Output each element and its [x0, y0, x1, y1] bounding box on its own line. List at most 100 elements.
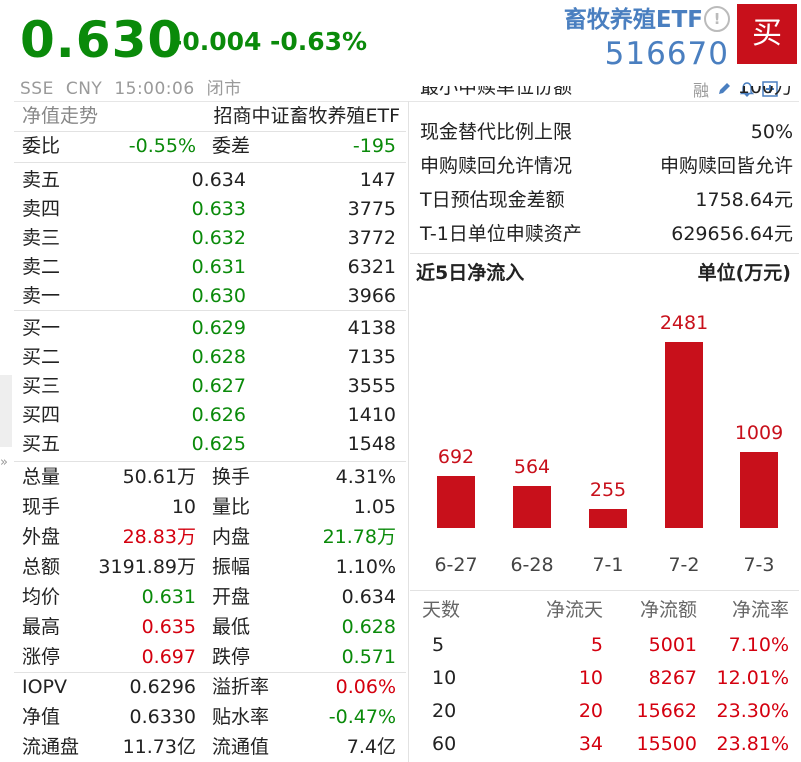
info-row: 申购赎回允许情况 申购赎回皆允许 [420, 150, 793, 182]
flow-bar-date-label: 7-2 [668, 554, 700, 576]
stat-label: 量比 [212, 496, 251, 518]
flow-bar [740, 452, 778, 528]
ask-level-volume: 6321 [347, 256, 396, 278]
flow-amount: 5001 [648, 634, 697, 656]
bid-level-row: 买四 0.626 1410 [14, 401, 406, 430]
quote-time: 15:00:06 [114, 79, 195, 99]
stat-label: 振幅 [212, 556, 251, 578]
info-label: 最小申赎单位份额 [420, 86, 573, 98]
stat-value: 4.31% [335, 466, 396, 488]
flow-table-row: 60 34 15500 23.81% [420, 729, 793, 759]
price-change-percent: -0.63% [270, 27, 368, 56]
flow-rate: 23.30% [716, 700, 789, 722]
market-status: 闭市 [206, 79, 242, 99]
stat-value: 10 [171, 496, 196, 518]
bell-icon[interactable] [739, 81, 755, 97]
weicha-value: -195 [352, 135, 396, 157]
stat-value: 21.78万 [322, 526, 396, 548]
side-collapse-tab[interactable] [0, 375, 12, 447]
ask-level-label: 卖三 [22, 227, 61, 249]
bid-level-volume: 7135 [347, 346, 396, 368]
bid-level-price: 0.626 [191, 404, 246, 426]
col-header-rate: 净流率 [731, 599, 789, 621]
order-ratio-row: 委比 -0.55% 委差 -195 [14, 132, 406, 161]
stat-value: 0.635 [141, 616, 196, 638]
stat-label: 净值 [22, 706, 61, 728]
stat-value: 11.73亿 [122, 736, 196, 758]
ask-level-label: 卖二 [22, 256, 61, 278]
stat-value: 28.83万 [122, 526, 196, 548]
flow-days-period: 10 [432, 667, 457, 689]
stat-value: 0.631 [141, 586, 196, 608]
weibi-label: 委比 [22, 135, 61, 157]
nav-trend-link[interactable]: 净值走势 [22, 105, 99, 127]
bid-level-row: 买二 0.628 7135 [14, 343, 406, 372]
flow-amount: 8267 [648, 667, 697, 689]
ask-level-row: 卖五 0.634 147 [14, 166, 406, 195]
info-row: 现金替代比例上限 50% [420, 116, 793, 148]
ask-level-price: 0.631 [191, 256, 246, 278]
col-header-flow-days: 净流天 [545, 599, 603, 621]
flow-bar-value-label: 255 [589, 479, 627, 501]
stat-value: 0.6296 [129, 676, 196, 698]
flow-table-row: 20 20 15662 23.30% [420, 696, 793, 726]
flow-rate: 7.10% [728, 634, 789, 656]
stat-value: 0.06% [335, 676, 396, 698]
flow-bar-value-label: 2481 [659, 312, 709, 334]
bid-level-volume: 1410 [347, 404, 396, 426]
flow-bar [513, 486, 551, 528]
flow-bar-value-label: 564 [513, 456, 551, 478]
info-row: T-1日单位申赎资产 629656.64元 [420, 218, 793, 250]
stat-label: 外盘 [22, 526, 61, 548]
flow-bar-value-label: 692 [437, 446, 475, 468]
col-header-days: 天数 [422, 599, 461, 621]
stat-value: 1.05 [353, 496, 396, 518]
flow-table-row: 5 5 5001 7.10% [420, 630, 793, 660]
ask-level-row: 卖三 0.632 3772 [14, 224, 406, 253]
flow-amount: 15662 [636, 700, 697, 722]
stat-label: 最低 [212, 616, 251, 638]
buy-button[interactable]: 买 [737, 4, 797, 64]
ask-level-volume: 3775 [347, 198, 396, 220]
flow-table-row: 10 10 8267 12.01% [420, 663, 793, 693]
ask-level-price: 0.633 [191, 198, 246, 220]
bid-level-row: 买五 0.625 1548 [14, 430, 406, 459]
stat-label: 现手 [22, 496, 61, 518]
flow-bar-date-label: 6-28 [510, 554, 554, 576]
stat-label: 总额 [22, 556, 61, 578]
flow-days-count: 5 [590, 634, 603, 656]
stat-label: 贴水率 [212, 706, 270, 728]
expand-arrow-icon[interactable]: » [0, 455, 8, 470]
flow-bar-date-label: 7-1 [592, 554, 624, 576]
stat-row: 外盘 28.83万 内盘 21.78万 [14, 523, 406, 552]
stat-row: 现手 10 量比 1.05 [14, 493, 406, 522]
bid-level-label: 买一 [22, 317, 61, 339]
flow-rate: 12.01% [716, 667, 789, 689]
bid-level-label: 买五 [22, 433, 61, 455]
weibi-value: -0.55% [128, 135, 196, 157]
info-label: T-1日单位申赎资产 [420, 223, 582, 245]
stat-value: 0.634 [341, 586, 396, 608]
edit-icon[interactable] [716, 81, 732, 97]
flow-days-period: 5 [432, 634, 445, 656]
bid-level-volume: 3555 [347, 375, 396, 397]
stat-row: 净值 0.6330 贴水率 -0.47% [14, 703, 406, 732]
flow-bar [665, 342, 703, 528]
ask-level-price: 0.630 [191, 285, 246, 307]
flow-table-header: 天数 净流天 净流额 净流率 [420, 595, 793, 625]
stat-row: 流通盘 11.73亿 流通值 7.4亿 [14, 733, 406, 762]
margin-trading-label[interactable]: 融 [693, 81, 710, 100]
info-icon[interactable]: ! [704, 6, 730, 32]
stat-label: 开盘 [212, 586, 251, 608]
add-icon[interactable] [762, 81, 778, 97]
stat-label: 流通值 [212, 736, 270, 758]
stat-value: 7.4亿 [346, 736, 396, 758]
stat-row: 总额 3191.89万 振幅 1.10% [14, 553, 406, 582]
fund-title-row: 净值走势 招商中证畜牧养殖ETF [14, 102, 406, 131]
ask-level-price: 0.632 [191, 227, 246, 249]
flow-days-count: 34 [578, 733, 603, 755]
stat-value: 0.571 [341, 646, 396, 668]
fund-short-name: 畜牧养殖ETF [563, 7, 703, 33]
info-label: 现金替代比例上限 [420, 121, 573, 143]
info-value: 50% [750, 121, 793, 143]
